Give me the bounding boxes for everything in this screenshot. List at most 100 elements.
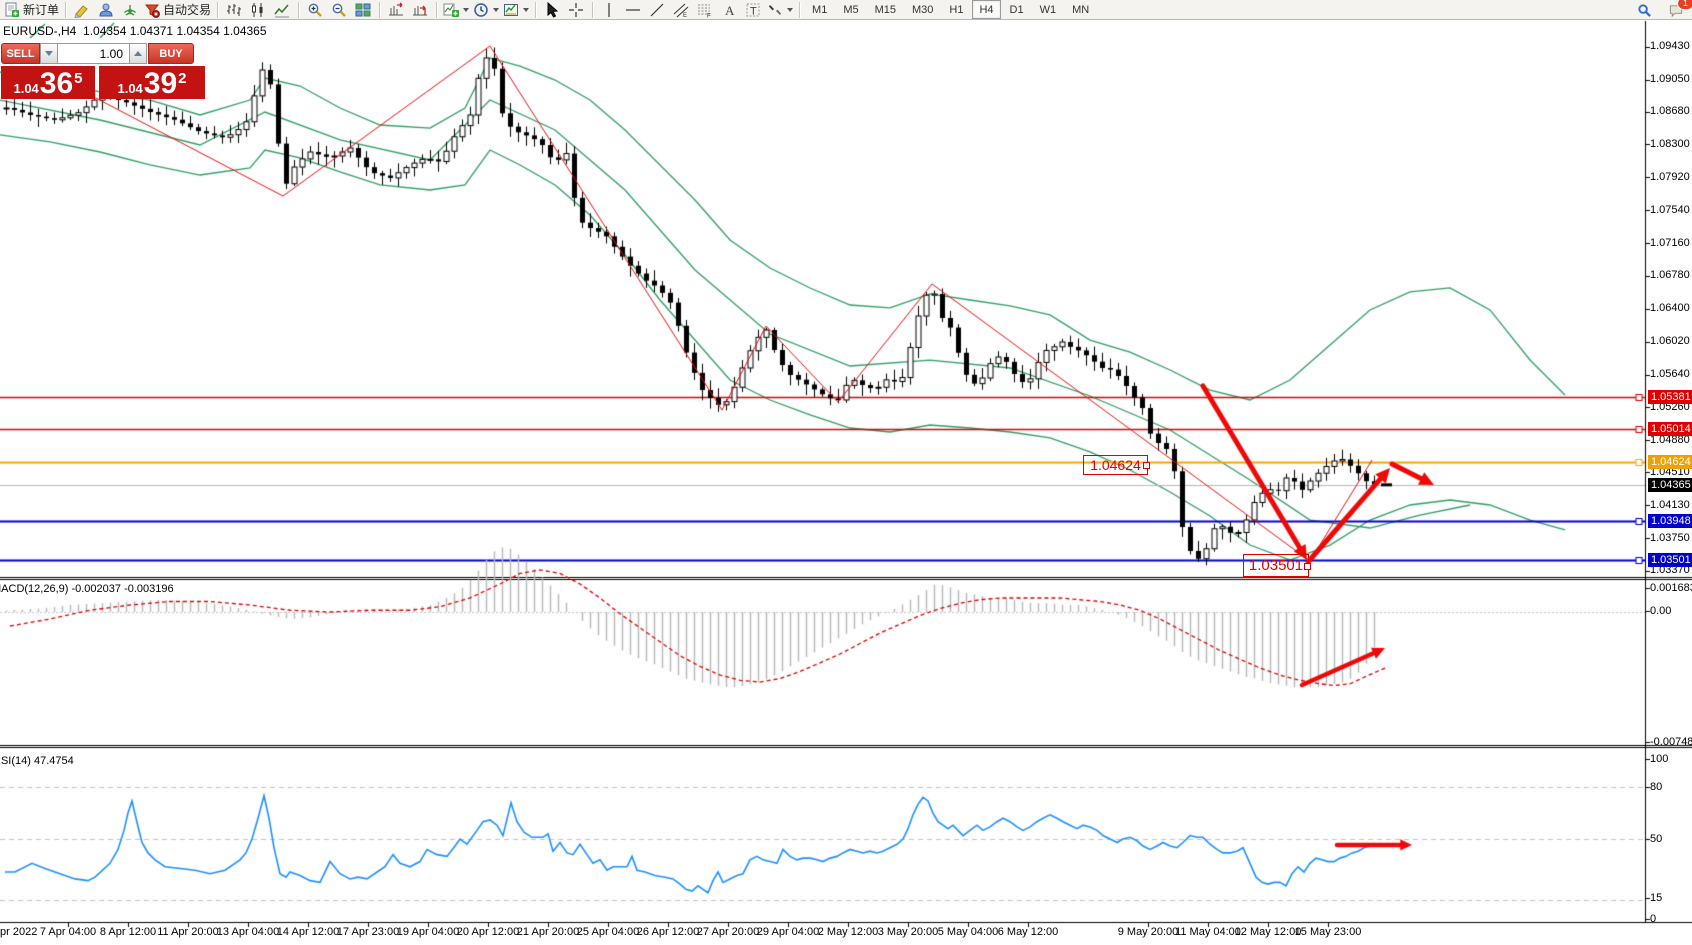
price-axis-tick-label: 1.06780	[1650, 269, 1690, 282]
price-axis-tick-label: 1.09050	[1650, 73, 1690, 86]
buy-price-bigfigure: 1.04	[117, 81, 143, 96]
horizontal-line-button[interactable]	[621, 1, 645, 19]
rsi-axis-label: 100	[1650, 753, 1669, 765]
autotrading-button[interactable]: 自动交易	[142, 1, 213, 19]
price-line-badge: 1.03948	[1648, 513, 1692, 528]
styles-marker-button[interactable]	[70, 1, 94, 19]
price-line-badge: 1.04365	[1648, 477, 1692, 492]
price-axis-tick-label: 1.04130	[1650, 498, 1690, 511]
vertical-line-button[interactable]	[597, 1, 621, 19]
svg-text:T: T	[750, 5, 757, 17]
toolbar: 新订单 自动交易 E F A T M1 M5 M15 M30 H1 H4 D1 W1 MN	[0, 0, 1692, 20]
time-axis-label: 27 Apr 20:00	[696, 926, 760, 938]
fibonacci-button[interactable]: F	[693, 1, 717, 19]
toolbar-separator	[65, 1, 67, 18]
svg-text:F: F	[707, 13, 711, 18]
macd-axis-label: 0.001683	[1650, 582, 1692, 594]
text-button[interactable]: A	[717, 1, 741, 19]
timeframe-mn-button[interactable]: MN	[1072, 3, 1090, 16]
indicators-button[interactable]	[441, 1, 471, 19]
timeframe-m30-button[interactable]: M30	[912, 3, 934, 16]
one-click-trading-panel: SELL BUY 1.04 36 5 1.04 39 2	[1, 42, 205, 100]
line-chart-button[interactable]	[270, 1, 294, 19]
dropdown-caret-icon	[463, 7, 470, 12]
time-axis-label: 14 Apr 12:00	[276, 926, 340, 938]
periods-button[interactable]	[471, 1, 501, 19]
rsi-axis-label: 15	[1650, 892, 1663, 904]
rsi-axis-label: 50	[1650, 833, 1663, 845]
price-line-badge: 1.05014	[1648, 421, 1692, 436]
price-axis-tick-label: 1.03750	[1650, 531, 1690, 544]
timeframe-h4-button[interactable]: H4	[972, 0, 1001, 19]
notifications-icon[interactable]: 1	[1664, 0, 1692, 19]
toolbar-separator	[379, 1, 381, 18]
search-icon[interactable]	[1632, 1, 1656, 19]
autotrading-button-label: 自动交易	[163, 3, 212, 17]
cursor-button[interactable]	[540, 1, 564, 19]
time-axis-label: 11 May 04:00	[1175, 926, 1241, 938]
rsi-axis-label: 80	[1650, 781, 1663, 793]
volume-input[interactable]	[58, 43, 129, 64]
price-line-badge: 1.05381	[1648, 389, 1692, 404]
new-order-button[interactable]: 新订单	[2, 1, 61, 19]
trendline-button[interactable]	[645, 1, 669, 19]
svg-text:E: E	[683, 13, 687, 18]
price-annotation-1.04624[interactable]: 1.04624	[1083, 455, 1150, 475]
buy-price-pips: 39	[143, 67, 178, 99]
time-axis-label: 12 May 12:00	[1234, 926, 1302, 938]
crosshair-button[interactable]	[564, 1, 588, 19]
signals-button[interactable]	[118, 1, 142, 19]
timeframe-w1-button[interactable]: W1	[1039, 3, 1057, 16]
timeframe-m1-button[interactable]: M1	[812, 3, 828, 16]
sell-price-pipette: 5	[74, 70, 83, 87]
price-line-badge: 1.04624	[1648, 455, 1692, 470]
zoom-in-button[interactable]	[303, 1, 327, 19]
price-axis-tick-label: 1.04880	[1650, 433, 1690, 446]
zoom-out-button[interactable]	[327, 1, 351, 19]
candle-chart-button[interactable]	[246, 1, 270, 19]
time-axis-label: 26 Apr 12:00	[636, 926, 700, 938]
chart-shift-button[interactable]	[408, 1, 432, 19]
auto-scroll-button[interactable]	[384, 1, 408, 19]
toolbar-separator	[217, 1, 219, 18]
timeframe-m15-button[interactable]: M15	[874, 3, 896, 16]
sell-price-display[interactable]: 1.04 36 5	[1, 66, 95, 99]
price-axis-tick-label: 1.09430	[1650, 40, 1690, 53]
volume-decrease-button[interactable]	[40, 43, 58, 64]
dropdown-caret-icon	[523, 7, 530, 12]
sell-price-pips: 36	[39, 67, 74, 99]
time-axis-label: 13 Apr 04:00	[216, 926, 280, 938]
toolbar-separator	[592, 1, 594, 18]
templates-button[interactable]	[501, 1, 531, 19]
time-axis-label: 19 Apr 04:00	[396, 926, 460, 938]
macd-indicator-label: MACD(12,26,9) -0.002037 -0.003196	[0, 583, 174, 595]
rsi-indicator-label: RSI(14) 47.4754	[0, 755, 74, 767]
price-axis-tick-label: 1.05640	[1650, 368, 1690, 381]
svg-text:A: A	[725, 3, 735, 18]
arrows-tool-button[interactable]	[765, 1, 795, 19]
timeframe-d1-button[interactable]: D1	[1009, 3, 1024, 16]
tile-windows-button[interactable]	[351, 1, 375, 19]
expert-advisor-button[interactable]	[94, 1, 118, 19]
bar-chart-button[interactable]	[222, 1, 246, 19]
time-axis-label: 2 May 12:00	[817, 926, 879, 938]
price-annotation-1.03501[interactable]: 1.03501	[1243, 554, 1311, 577]
buy-price-display[interactable]: 1.04 39 2	[99, 66, 205, 99]
macd-axis-label: 0.00	[1650, 605, 1672, 617]
toolbar-separator	[298, 1, 300, 18]
volume-increase-button[interactable]	[129, 43, 147, 64]
sell-button[interactable]: SELL	[1, 43, 40, 64]
price-axis-tick-label: 1.07920	[1650, 170, 1690, 183]
time-axis-label: 21 Apr 20:00	[516, 926, 580, 938]
equidistant-channel-button[interactable]: E	[669, 1, 693, 19]
timeframe-h1-button[interactable]: H1	[949, 3, 964, 16]
price-axis-tick-label: 1.08300	[1650, 137, 1690, 150]
price-axis-tick-label: 1.07160	[1650, 236, 1690, 249]
buy-button[interactable]: BUY	[148, 43, 194, 64]
time-axis-label: pr 2022	[0, 926, 38, 938]
timeframe-m5-button[interactable]: M5	[843, 3, 859, 16]
text-label-button[interactable]: T	[741, 1, 765, 19]
time-axis-label: 3 May 20:00	[877, 926, 939, 938]
